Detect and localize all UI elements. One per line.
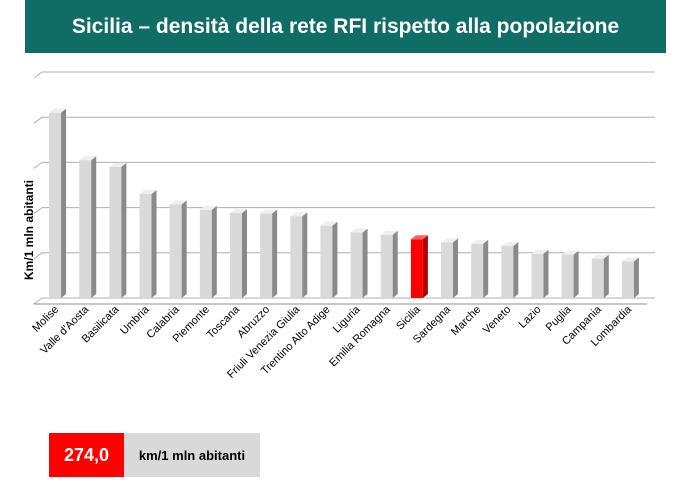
bar-top xyxy=(290,212,308,217)
bar-front xyxy=(621,261,634,298)
bar-front xyxy=(591,258,604,298)
bar xyxy=(169,200,187,298)
y-axis-label-text: Km/1 mln abitanti xyxy=(22,179,37,281)
x-tick-label: Veneto xyxy=(481,304,514,337)
bar-front xyxy=(139,194,152,298)
bar xyxy=(350,228,368,298)
bar xyxy=(290,212,308,298)
bar-side xyxy=(603,254,609,298)
bar-top xyxy=(109,162,127,167)
bar-top xyxy=(531,249,549,254)
bar-side xyxy=(302,212,308,298)
bar xyxy=(591,254,609,298)
summary-value: 274,0 xyxy=(49,433,124,477)
gridline-depth xyxy=(33,207,43,215)
bar-top xyxy=(380,230,398,235)
gridline-depth xyxy=(33,297,43,305)
bar-side xyxy=(272,209,278,298)
bar-front xyxy=(531,253,544,298)
bar-top xyxy=(410,235,428,240)
gridline-depth xyxy=(33,162,43,169)
y-axis-label: Km/1 mln abitanti xyxy=(14,155,44,305)
bar xyxy=(199,205,217,298)
bar-side xyxy=(392,230,398,298)
bar-side xyxy=(181,200,187,298)
bar-front xyxy=(199,209,212,298)
bar xyxy=(320,221,338,298)
bar xyxy=(621,257,639,298)
bar-top xyxy=(471,239,489,244)
bar xyxy=(49,108,67,299)
bar-front xyxy=(501,246,514,298)
bar xyxy=(109,162,127,298)
bar-side xyxy=(362,228,368,298)
bar xyxy=(531,249,549,298)
bar-front xyxy=(561,254,574,298)
bar-top xyxy=(591,254,609,259)
bar-top xyxy=(441,238,459,243)
bar-top xyxy=(79,156,97,161)
bar xyxy=(441,238,459,298)
bar-front xyxy=(350,232,363,298)
bar xyxy=(139,190,157,298)
bar-front xyxy=(260,213,273,298)
bar-top xyxy=(49,108,67,113)
gridline-depth xyxy=(33,71,43,79)
bar-side xyxy=(211,205,217,298)
bar-front xyxy=(109,166,122,298)
bar-front xyxy=(441,242,454,298)
bar xyxy=(229,209,247,298)
bar-top xyxy=(350,228,368,233)
summary-box: 274,0 km/1 mln abitanti xyxy=(49,433,260,477)
title-banner: Sicilia – densità della rete RFI rispett… xyxy=(25,0,666,53)
bar-side xyxy=(573,250,579,298)
bar-side xyxy=(513,242,519,298)
bar-side xyxy=(422,235,428,298)
bar-front xyxy=(169,204,182,298)
bar-top xyxy=(320,221,338,226)
bar-front xyxy=(49,112,62,299)
bar-front xyxy=(320,225,333,298)
gridline-depth xyxy=(33,252,43,260)
bar-front xyxy=(290,216,303,298)
bar-top xyxy=(561,250,579,255)
bar-front xyxy=(79,160,92,298)
bar-top xyxy=(501,242,519,247)
bar-top xyxy=(199,205,217,210)
bar xyxy=(79,156,97,298)
bar-top xyxy=(139,190,157,195)
x-tick-label: Marche xyxy=(449,304,483,338)
bar-front xyxy=(471,243,484,298)
bar-top xyxy=(169,200,187,205)
gridline-depth xyxy=(33,116,43,124)
bar-side xyxy=(483,239,489,298)
bar-top xyxy=(229,209,247,214)
bar xyxy=(260,209,278,298)
bar xyxy=(380,230,398,298)
x-tick-label: Lazio xyxy=(517,304,544,331)
bar-side xyxy=(332,221,338,298)
bar-front xyxy=(410,239,423,298)
bar xyxy=(561,250,579,298)
bar xyxy=(501,242,519,298)
page-title: Sicilia – densità della rete RFI rispett… xyxy=(71,14,620,38)
bar-top xyxy=(621,257,639,262)
bar-side xyxy=(61,108,67,299)
bar-front xyxy=(380,234,393,298)
bar-side xyxy=(241,209,247,298)
x-tick-label: Toscana xyxy=(205,303,243,341)
bar-front xyxy=(229,213,242,298)
bar xyxy=(471,239,489,298)
bar xyxy=(410,235,428,298)
bar-side xyxy=(91,156,97,298)
bar-side xyxy=(633,257,639,298)
bar-side xyxy=(151,190,157,298)
bar-side xyxy=(453,238,459,298)
bar-top xyxy=(260,209,278,214)
bar-side xyxy=(543,249,549,298)
summary-unit: km/1 mln abitanti xyxy=(124,433,260,477)
bar-side xyxy=(121,162,127,298)
